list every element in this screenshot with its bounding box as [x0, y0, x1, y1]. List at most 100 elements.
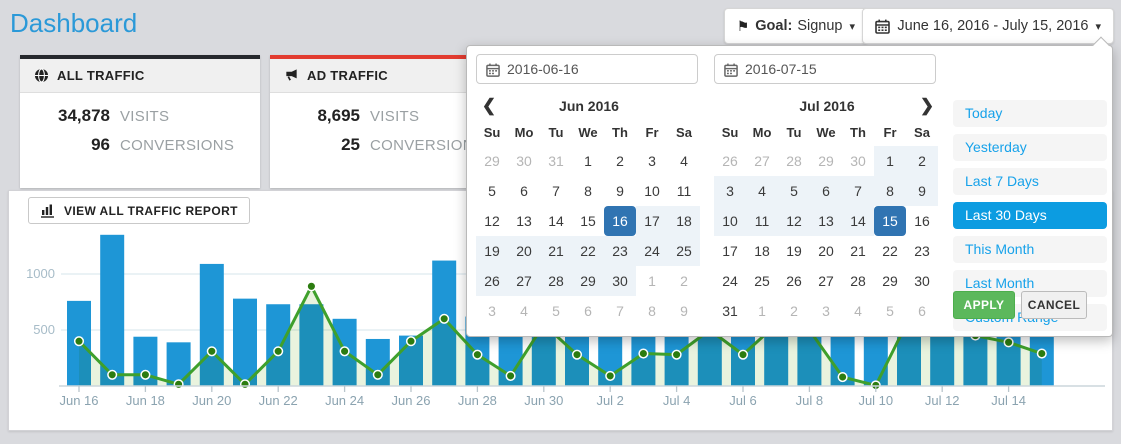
day-cell[interactable]: 21 [540, 236, 572, 266]
day-cell[interactable]: 4 [854, 303, 862, 319]
day-cell[interactable]: 30 [850, 153, 866, 169]
day-cell[interactable]: 13 [516, 213, 532, 229]
start-date-input[interactable] [477, 55, 697, 83]
day-cell[interactable]: 10 [644, 183, 660, 199]
day-cell[interactable]: 9 [616, 183, 624, 199]
preset-item-yesterday[interactable]: Yesterday [953, 134, 1107, 161]
day-cell[interactable]: 17 [636, 206, 668, 236]
day-cell[interactable]: 30 [516, 153, 532, 169]
day-cell[interactable]: 23 [604, 236, 636, 266]
day-cell[interactable]: 4 [746, 176, 778, 206]
day-cell[interactable]: 9 [680, 303, 688, 319]
day-cell[interactable]: 8 [584, 183, 592, 199]
day-cell[interactable]: 7 [842, 176, 874, 206]
day-cell[interactable]: 16 [914, 213, 930, 229]
goal-button[interactable]: ⚑ Goal: Signup ▾ [723, 8, 868, 44]
day-cell[interactable]: 29 [882, 273, 898, 289]
preset-item-today[interactable]: Today [953, 100, 1107, 127]
day-cell[interactable]: 8 [874, 176, 906, 206]
day-cell[interactable]: 14 [548, 213, 564, 229]
day-cell[interactable]: 2 [790, 303, 798, 319]
day-cell[interactable]: 1 [648, 273, 656, 289]
day-cell[interactable]: 4 [520, 303, 528, 319]
day-cell[interactable]: 5 [886, 303, 894, 319]
day-cell[interactable]: 2 [906, 146, 938, 176]
day-cell[interactable]: 26 [476, 266, 508, 296]
day-cell[interactable]: 6 [810, 176, 842, 206]
next-month-icon[interactable]: ❯ [919, 96, 935, 115]
day-cell[interactable]: 1 [758, 303, 766, 319]
day-cell[interactable]: 12 [778, 206, 810, 236]
day-cell[interactable]: 29 [484, 153, 500, 169]
day-cell[interactable]: 6 [584, 303, 592, 319]
day-cell[interactable]: 2 [680, 273, 688, 289]
day-cell[interactable]: 28 [850, 273, 866, 289]
day-cell[interactable]: 27 [818, 273, 834, 289]
day-cell[interactable]: 4 [680, 153, 688, 169]
day-cell[interactable]: 23 [914, 243, 930, 259]
cancel-button[interactable]: CANCEL [1021, 291, 1087, 319]
preset-item-last-30-days[interactable]: Last 30 Days [953, 202, 1107, 229]
day-cell[interactable]: 24 [636, 236, 668, 266]
day-cell[interactable]: 16 [604, 206, 636, 236]
day-cell[interactable]: 24 [722, 273, 738, 289]
day-cell[interactable]: 9 [906, 176, 938, 206]
day-cell[interactable]: 18 [754, 243, 770, 259]
day-cell[interactable]: 18 [668, 206, 700, 236]
day-cell[interactable]: 21 [850, 243, 866, 259]
end-date-input[interactable] [715, 55, 935, 83]
daterange-button[interactable]: June 16, 2016 - July 15, 2016 ▾ [862, 8, 1114, 44]
view-all-traffic-report-button[interactable]: VIEW ALL TRAFFIC REPORT [28, 197, 250, 224]
day-cell[interactable]: 19 [786, 243, 802, 259]
day-cell[interactable]: 28 [540, 266, 572, 296]
day-cell[interactable]: 6 [918, 303, 926, 319]
day-cell[interactable]: 3 [822, 303, 830, 319]
day-cell[interactable]: 8 [648, 303, 656, 319]
day-cell[interactable]: 25 [754, 273, 770, 289]
day-cell[interactable]: 7 [616, 303, 624, 319]
preset-item-last-7-days[interactable]: Last 7 Days [953, 168, 1107, 195]
day-cell[interactable]: 2 [616, 153, 624, 169]
day-cell[interactable]: 30 [914, 273, 930, 289]
day-cell[interactable]: 27 [754, 153, 770, 169]
day-cell[interactable]: 13 [810, 206, 842, 236]
preset-item-this-month[interactable]: This Month [953, 236, 1107, 263]
day-cell[interactable]: 15 [580, 213, 596, 229]
day-cell[interactable]: 31 [548, 153, 564, 169]
day-cell[interactable]: 31 [722, 303, 738, 319]
day-cell[interactable]: 15 [874, 206, 906, 236]
day-cell[interactable]: 5 [778, 176, 810, 206]
day-cell[interactable]: 26 [722, 153, 738, 169]
day-cell[interactable]: 1 [874, 146, 906, 176]
day-cell[interactable]: 3 [714, 176, 746, 206]
prev-month-icon[interactable]: ❮ [481, 96, 497, 115]
day-cell[interactable]: 30 [604, 266, 636, 296]
day-cell[interactable]: 1 [584, 153, 592, 169]
day-cell[interactable]: 11 [676, 183, 692, 199]
day-cell[interactable]: 12 [484, 213, 500, 229]
day-cell[interactable]: 10 [714, 206, 746, 236]
day-cell[interactable]: 17 [722, 243, 738, 259]
day-cell[interactable]: 25 [668, 236, 700, 266]
day-cell[interactable]: 11 [746, 206, 778, 236]
day-cell[interactable]: 20 [818, 243, 834, 259]
day-cell[interactable]: 6 [520, 183, 528, 199]
day-cell[interactable]: 20 [508, 236, 540, 266]
all-traffic-card[interactable]: ALL TRAFFIC 34,878 VISITS 96 CONVERSIONS [20, 55, 260, 188]
day-cell[interactable]: 27 [508, 266, 540, 296]
day-cell[interactable]: 14 [842, 206, 874, 236]
day-cell[interactable]: 26 [786, 273, 802, 289]
apply-button[interactable]: APPLY [953, 291, 1015, 319]
day-cell[interactable]: 29 [572, 266, 604, 296]
day-cell[interactable]: 29 [818, 153, 834, 169]
day-cell[interactable]: 5 [488, 183, 496, 199]
day-cell[interactable]: 22 [882, 243, 898, 259]
weekday-cell: Su [483, 125, 501, 140]
day-cell[interactable]: 19 [476, 236, 508, 266]
day-cell[interactable]: 3 [648, 153, 656, 169]
day-cell[interactable]: 7 [552, 183, 560, 199]
day-cell[interactable]: 5 [552, 303, 560, 319]
day-cell[interactable]: 22 [572, 236, 604, 266]
day-cell[interactable]: 3 [488, 303, 496, 319]
day-cell[interactable]: 28 [786, 153, 802, 169]
